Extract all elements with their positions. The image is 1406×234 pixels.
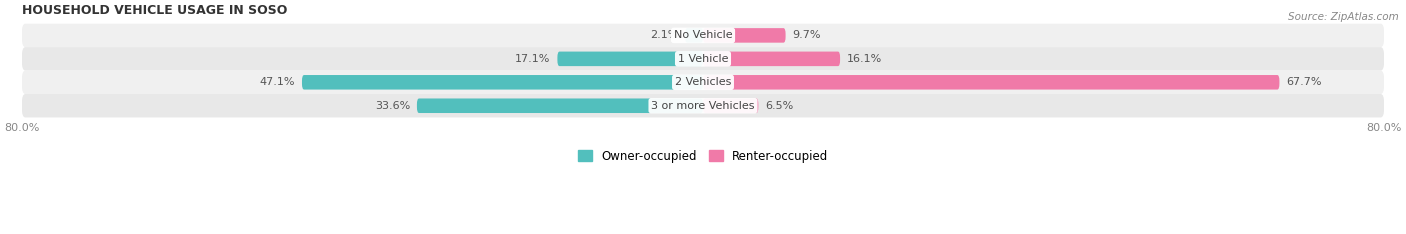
FancyBboxPatch shape bbox=[703, 28, 786, 43]
Legend: Owner-occupied, Renter-occupied: Owner-occupied, Renter-occupied bbox=[578, 150, 828, 163]
FancyBboxPatch shape bbox=[557, 51, 703, 66]
Text: 47.1%: 47.1% bbox=[260, 77, 295, 87]
Text: 67.7%: 67.7% bbox=[1286, 77, 1322, 87]
FancyBboxPatch shape bbox=[685, 28, 703, 43]
Text: HOUSEHOLD VEHICLE USAGE IN SOSO: HOUSEHOLD VEHICLE USAGE IN SOSO bbox=[22, 4, 287, 17]
Text: 2 Vehicles: 2 Vehicles bbox=[675, 77, 731, 87]
Text: 17.1%: 17.1% bbox=[515, 54, 551, 64]
FancyBboxPatch shape bbox=[22, 71, 1384, 94]
Text: 6.5%: 6.5% bbox=[765, 101, 793, 111]
Text: No Vehicle: No Vehicle bbox=[673, 30, 733, 40]
Text: 9.7%: 9.7% bbox=[793, 30, 821, 40]
Text: 16.1%: 16.1% bbox=[846, 54, 882, 64]
FancyBboxPatch shape bbox=[703, 99, 758, 113]
FancyBboxPatch shape bbox=[703, 75, 1279, 90]
FancyBboxPatch shape bbox=[22, 47, 1384, 71]
Text: 33.6%: 33.6% bbox=[375, 101, 411, 111]
FancyBboxPatch shape bbox=[703, 51, 839, 66]
FancyBboxPatch shape bbox=[22, 24, 1384, 47]
FancyBboxPatch shape bbox=[302, 75, 703, 90]
Text: 3 or more Vehicles: 3 or more Vehicles bbox=[651, 101, 755, 111]
FancyBboxPatch shape bbox=[22, 94, 1384, 117]
Text: 2.1%: 2.1% bbox=[650, 30, 678, 40]
FancyBboxPatch shape bbox=[418, 99, 703, 113]
Text: 1 Vehicle: 1 Vehicle bbox=[678, 54, 728, 64]
Text: Source: ZipAtlas.com: Source: ZipAtlas.com bbox=[1288, 12, 1399, 22]
